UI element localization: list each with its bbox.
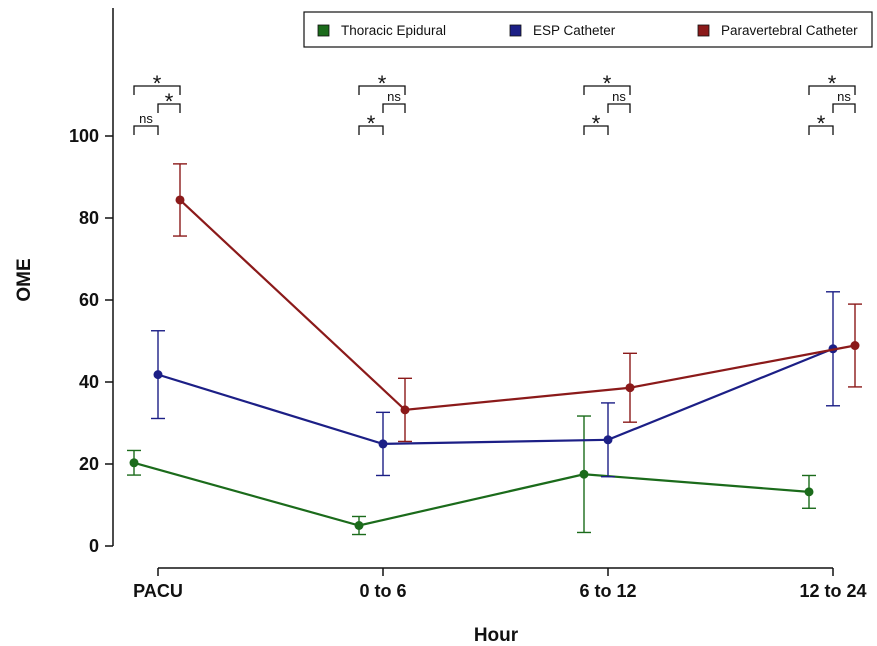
- data-point-thoracic-epidural: [354, 521, 364, 530]
- significance-group: **ns: [133, 71, 181, 135]
- significance-star: *: [165, 89, 174, 114]
- significance-bracket: [382, 103, 406, 113]
- data-point-paravertebral-catheter: [400, 405, 410, 415]
- data-point-thoracic-epidural: [579, 469, 589, 479]
- significance-star: *: [378, 71, 387, 96]
- significance-bracket: [808, 125, 834, 135]
- data-point-esp-catheter: [378, 439, 388, 449]
- significance-ns: ns: [837, 89, 851, 104]
- legend: Thoracic Epidural ESP Catheter Paravertebr…: [303, 11, 873, 48]
- x-tick-label: 6 to 12: [579, 581, 636, 601]
- significance-ns: ns: [612, 89, 626, 104]
- significance-ns: ns: [139, 111, 153, 126]
- significance-star: *: [828, 71, 837, 96]
- series-line-thoracic-epidural: [133, 461, 810, 527]
- data-point-paravertebral-catheter: [850, 341, 860, 351]
- significance-bracket: [358, 85, 406, 95]
- significance-bracket: [133, 125, 159, 135]
- significance-group: *ns*: [583, 71, 631, 136]
- x-tick-label: PACU: [133, 581, 183, 601]
- significance-bracket: [808, 85, 856, 95]
- data-point-paravertebral-catheter: [625, 383, 635, 393]
- y-tick-label: 60: [79, 290, 99, 310]
- axes: 0 20 40 60 80 100 PACU 0 to 6 6 to 12 12 to 24: [69, 8, 867, 601]
- y-tick-label: 100: [69, 126, 99, 146]
- y-axis-title: OME: [14, 258, 35, 301]
- significance-star: *: [817, 111, 826, 136]
- data-point-paravertebral-catheter: [175, 195, 185, 205]
- x-tick-label: 12 to 24: [799, 581, 866, 601]
- significance-group: *ns*: [358, 71, 406, 136]
- data-point-thoracic-epidural: [129, 458, 139, 468]
- significance-bracket: [358, 125, 384, 135]
- y-tick-label: 0: [89, 536, 99, 556]
- y-tick-label: 40: [79, 372, 99, 392]
- significance-bracket: [133, 85, 181, 95]
- legend-label: Paravertebral Catheter: [721, 23, 858, 38]
- data-point-thoracic-epidural: [804, 487, 814, 497]
- significance-star: *: [153, 71, 162, 96]
- data-point-esp-catheter: [153, 370, 163, 380]
- significance-ns: ns: [387, 89, 401, 104]
- legend-swatch: [509, 24, 522, 37]
- legend-swatch: [317, 24, 330, 37]
- significance-star: *: [603, 71, 612, 96]
- x-axis-title: Hour: [474, 625, 519, 646]
- series-line-paravertebral-catheter: [179, 199, 856, 412]
- x-tick-label: 0 to 6: [359, 581, 406, 601]
- significance-bracket: [607, 103, 631, 113]
- y-tick-label: 80: [79, 208, 99, 228]
- legend-swatch: [697, 24, 710, 37]
- data-point-esp-catheter: [603, 435, 613, 445]
- y-tick-label: 20: [79, 454, 99, 474]
- significance-group: *ns*: [808, 71, 856, 136]
- significance-bracket: [832, 103, 856, 113]
- significance-star: *: [367, 111, 376, 136]
- significance-bracket: [157, 103, 181, 113]
- significance-bracket: [583, 85, 631, 95]
- legend-label: ESP Catheter: [533, 23, 616, 38]
- legend-box: [303, 11, 873, 48]
- significance-bracket: [583, 125, 609, 135]
- series-line-esp-catheter: [157, 347, 834, 446]
- significance-star: *: [592, 111, 601, 136]
- significance-brackets: **ns*ns**ns**ns*: [133, 71, 856, 136]
- legend-label: Thoracic Epidural: [341, 23, 446, 38]
- series-layer: [127, 163, 862, 536]
